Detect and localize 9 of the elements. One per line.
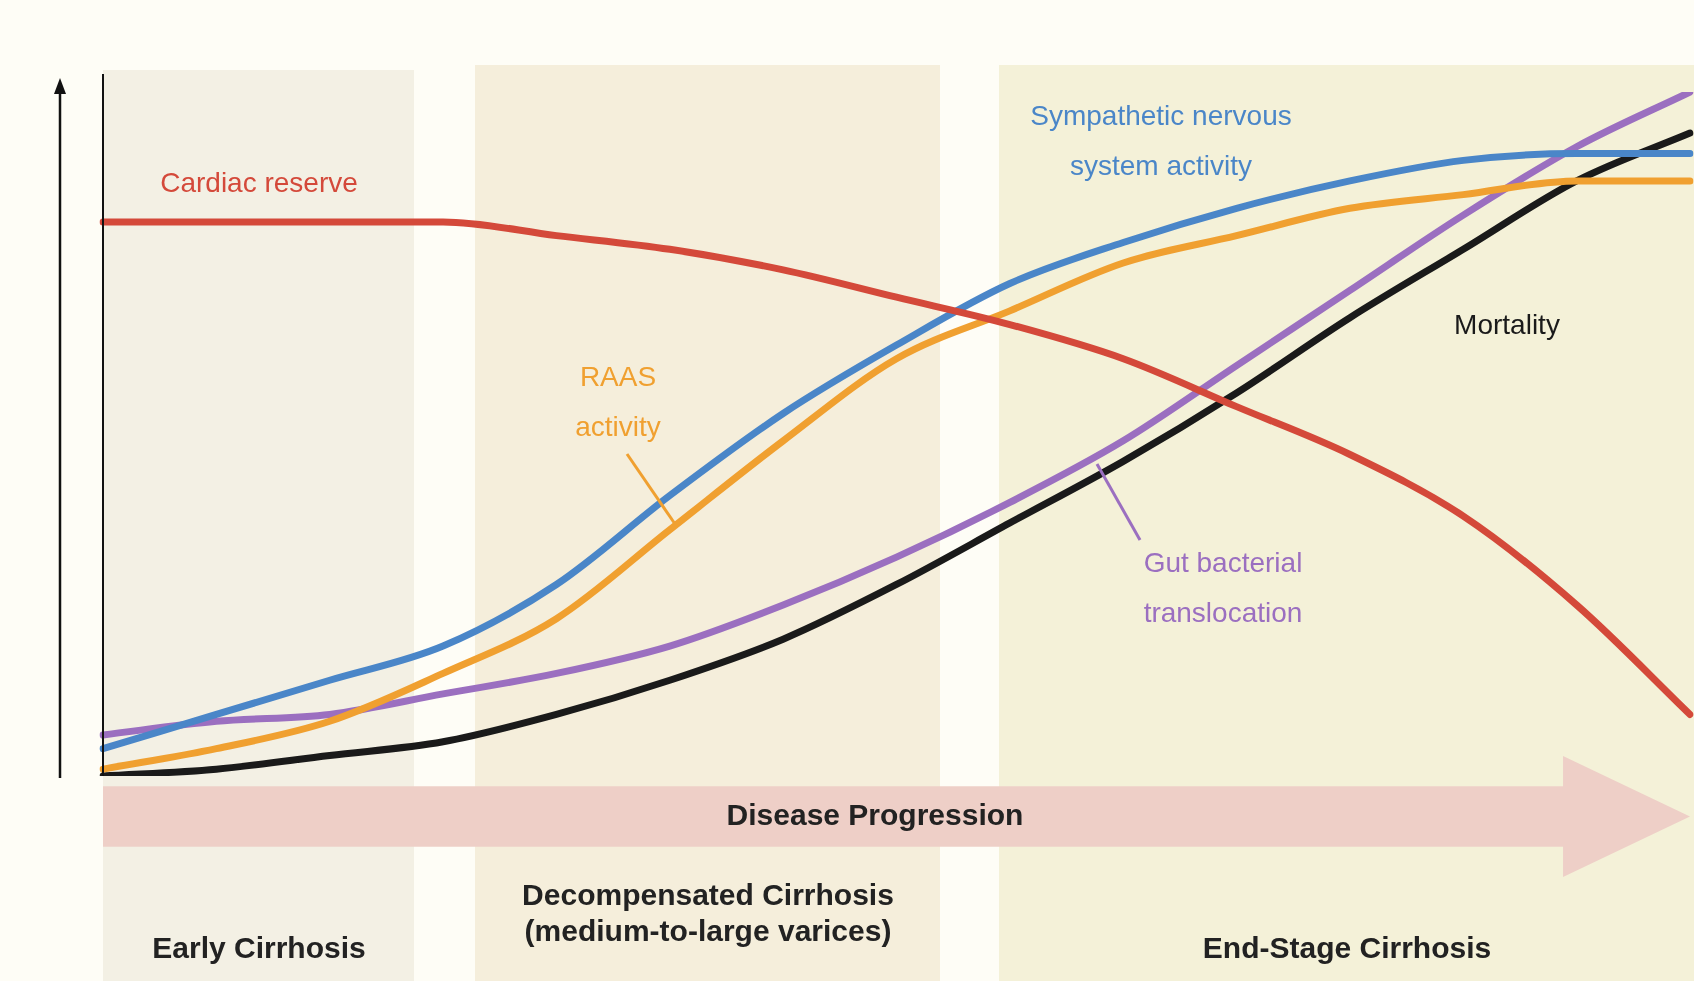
text: Early Cirrhosis bbox=[151, 930, 367, 966]
text: Disease Progression bbox=[725, 797, 1025, 833]
text: Decompensated Cirrhosis (medium-to-large varices) bbox=[521, 877, 895, 949]
text: End-Stage Cirrhosis bbox=[1201, 930, 1493, 966]
series-label: Mortality bbox=[1454, 308, 1560, 340]
text: RAAS activity bbox=[575, 360, 661, 442]
text: Gut bacterial translocation bbox=[1143, 546, 1303, 628]
series-label: Sympathetic nervous system activity bbox=[1030, 99, 1292, 181]
series-label: Cardiac reserve bbox=[160, 166, 358, 198]
